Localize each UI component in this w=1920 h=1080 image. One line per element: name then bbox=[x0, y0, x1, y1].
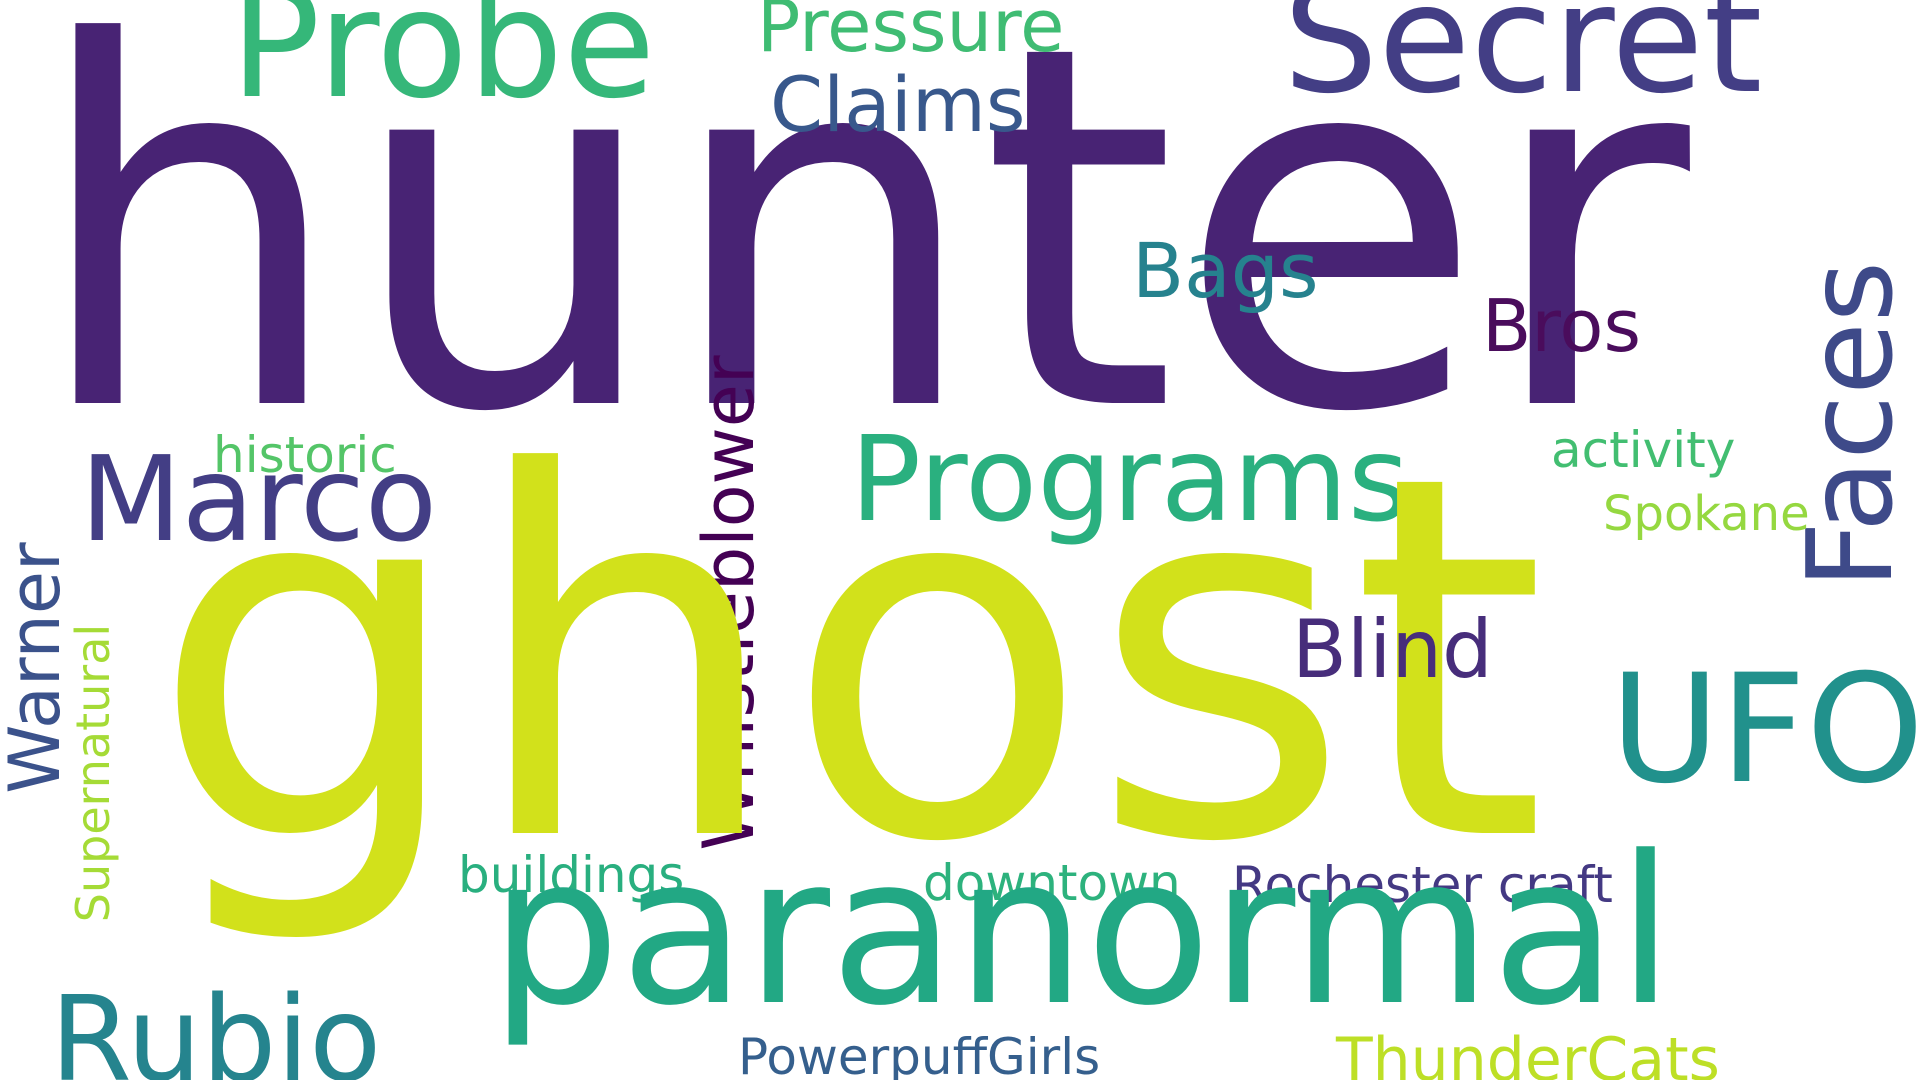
word-secret: Secret bbox=[1283, 0, 1763, 127]
word-rochester-craft: Rochester craft bbox=[1232, 856, 1613, 914]
word-faces: Faces bbox=[1781, 260, 1919, 590]
word-downtown: downtown bbox=[923, 854, 1181, 912]
word-probe: Probe bbox=[230, 0, 656, 132]
word-rubio: Rubio bbox=[50, 970, 382, 1080]
word-ghost: ghost bbox=[150, 369, 1547, 951]
word-activity: activity bbox=[1551, 421, 1736, 479]
word-hunter: hunter bbox=[30, 0, 1690, 521]
word-thundercats: ThunderCats bbox=[1336, 1025, 1720, 1080]
word-historic: historic bbox=[213, 426, 397, 484]
word-buildings: buildings bbox=[458, 846, 685, 904]
word-claims: Claims bbox=[770, 60, 1026, 149]
word-marco: Marco bbox=[80, 430, 438, 568]
word-spokane: Spokane bbox=[1603, 486, 1810, 542]
word-warner: Warner bbox=[0, 542, 76, 794]
word-powerpuffgirls: PowerpuffGirls bbox=[738, 1028, 1101, 1080]
word-programs: Programs bbox=[850, 410, 1410, 548]
word-bros: Bros bbox=[1482, 284, 1641, 368]
word-ufo: UFO bbox=[1610, 643, 1920, 817]
word-pressure: Pressure bbox=[757, 0, 1065, 68]
word-bags: Bags bbox=[1132, 226, 1319, 315]
word-supernatural: Supernatural bbox=[66, 623, 120, 923]
word-paranormal: paranormal bbox=[490, 813, 1674, 1051]
word-blind: Blind bbox=[1292, 603, 1493, 696]
